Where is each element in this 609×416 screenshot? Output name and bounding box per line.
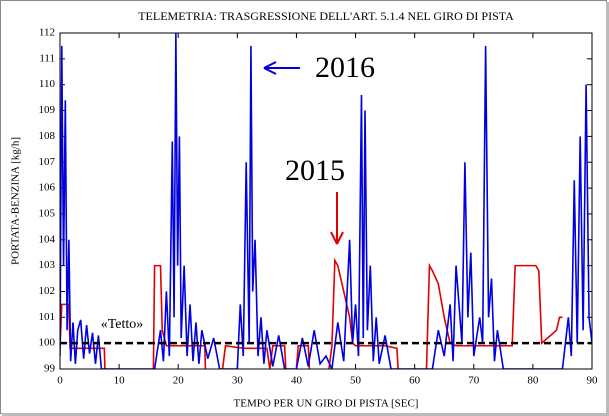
plot-border xyxy=(59,32,593,370)
y-tick-label: 99 xyxy=(44,363,56,375)
y-tick-label: 102 xyxy=(39,285,56,297)
y-tick-label: 106 xyxy=(39,182,56,194)
chart-title: TELEMETRIA: TRASGRESSIONE DELL'ART. 5.1.… xyxy=(138,9,514,23)
y-tick-label: 111 xyxy=(39,52,55,64)
x-tick-label: 60 xyxy=(409,375,421,387)
series-label: 2016 xyxy=(315,51,375,84)
arrow-head xyxy=(263,61,277,75)
y-tick-label: 107 xyxy=(39,156,56,168)
x-tick-label: 70 xyxy=(468,375,480,387)
y-tick-label: 103 xyxy=(39,259,56,271)
y-tick-label: 104 xyxy=(39,233,56,245)
y-tick-label: 110 xyxy=(39,78,56,90)
plot-area: 9910010110210310410510610710810911011111… xyxy=(39,27,599,387)
threshold-label: «Tetto» xyxy=(101,317,144,332)
x-tick-label: 20 xyxy=(173,375,185,387)
y-tick-label: 112 xyxy=(39,27,55,39)
frame-shadow xyxy=(2,413,609,416)
x-axis-label: TEMPO PER UN GIRO DI PISTA [SEC] xyxy=(234,398,419,410)
frame-shadow xyxy=(606,2,609,416)
x-tick-label: 40 xyxy=(291,375,303,387)
x-tick-label: 0 xyxy=(57,375,63,387)
series-label: 2015 xyxy=(285,154,345,187)
y-tick-label: 100 xyxy=(39,337,56,349)
series-line xyxy=(60,33,592,369)
x-tick-label: 10 xyxy=(114,375,126,387)
y-tick-label: 101 xyxy=(39,311,56,323)
y-tick-label: 108 xyxy=(39,130,56,142)
y-tick-label: 109 xyxy=(39,104,56,116)
x-tick-label: 50 xyxy=(350,375,362,387)
y-axis-label: PORTATA-BENZINA [kg/h] xyxy=(10,137,22,265)
arrow-head xyxy=(330,231,344,245)
x-tick-label: 90 xyxy=(587,375,599,387)
x-tick-label: 80 xyxy=(527,375,539,387)
y-tick-label: 105 xyxy=(39,207,56,219)
x-tick-label: 30 xyxy=(232,375,244,387)
